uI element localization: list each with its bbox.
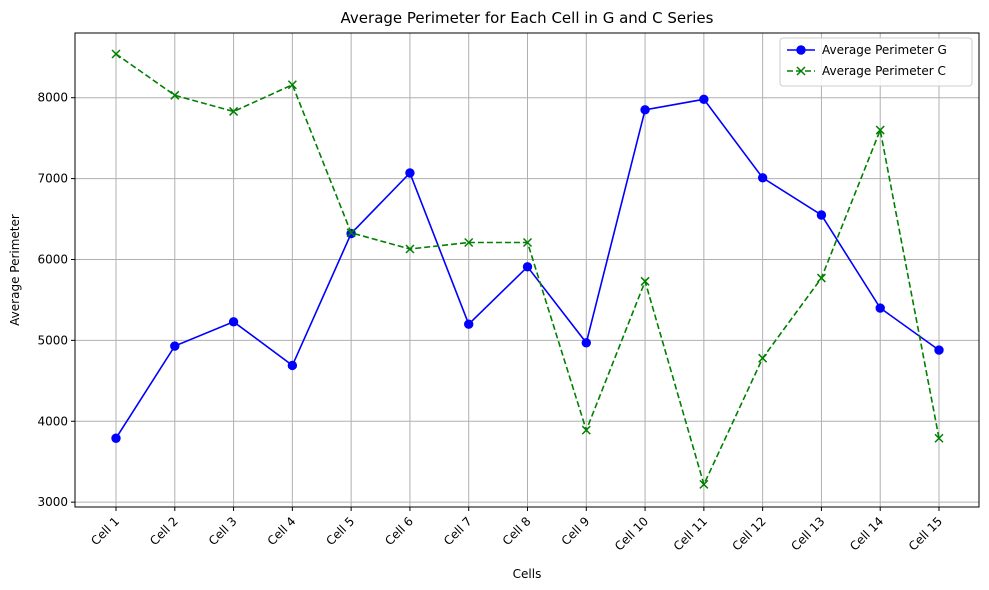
data-point	[816, 210, 827, 220]
data-point	[464, 237, 474, 248]
series-2	[111, 49, 944, 489]
series-layer	[111, 49, 944, 489]
data-point	[464, 319, 474, 329]
data-point	[758, 353, 768, 363]
legend-item-2: Average Perimeter C	[787, 64, 946, 78]
y-tick-label: 8000	[37, 91, 68, 105]
data-point	[640, 105, 650, 115]
legend-label: Average Perimeter G	[822, 43, 947, 57]
data-point	[816, 273, 826, 283]
data-point	[170, 341, 180, 351]
data-point	[640, 276, 650, 286]
y-tick-label: 3000	[37, 495, 68, 509]
data-point	[111, 433, 121, 443]
y-tick-label: 4000	[37, 414, 68, 428]
data-point	[875, 303, 885, 313]
data-point	[699, 94, 709, 105]
data-point	[287, 80, 297, 90]
legend-box	[779, 37, 973, 87]
legend-label: Average Perimeter C	[822, 64, 946, 78]
y-axis-label: Average Perimeter	[8, 214, 22, 326]
data-point	[581, 338, 591, 348]
data-point	[934, 433, 944, 443]
data-point	[522, 237, 533, 248]
data-point	[111, 49, 121, 59]
data-point	[170, 90, 180, 100]
legend-swatch-marker	[796, 45, 806, 55]
data-point	[875, 125, 885, 135]
legend-swatch-marker	[796, 66, 806, 76]
data-point	[757, 173, 768, 183]
grid-lines	[75, 33, 979, 507]
data-point	[228, 317, 239, 327]
data-point	[581, 425, 591, 435]
data-point	[522, 262, 533, 272]
data-point	[346, 228, 356, 238]
data-point	[229, 106, 239, 116]
chart-title: Average Perimeter for Each Cell in G and…	[341, 9, 714, 27]
series-1	[111, 94, 944, 443]
data-point	[287, 360, 298, 371]
data-point	[934, 345, 944, 355]
legend-item-1: Average Perimeter G	[787, 43, 947, 57]
legend: Average Perimeter G Average Perimeter C	[779, 37, 973, 87]
y-tick-label: 5000	[37, 333, 68, 347]
data-point	[405, 168, 415, 178]
y-tick-label: 7000	[37, 172, 68, 186]
data-point	[405, 244, 415, 254]
y-axis: 3000 4000 5000 6000 7000 8000	[37, 91, 75, 509]
y-tick-label: 6000	[37, 252, 68, 266]
data-point	[699, 479, 709, 489]
x-axis-label: Cells	[513, 567, 542, 581]
